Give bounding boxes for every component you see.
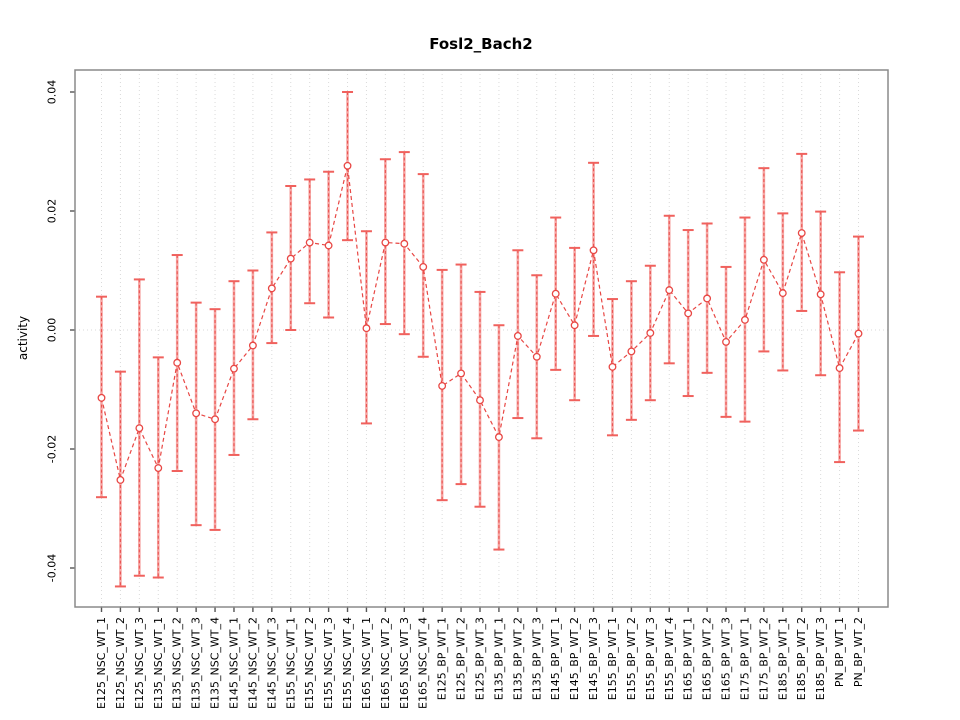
x-tick-label: E125_NSC_WT_3 [133,617,146,709]
data-point [362,324,371,333]
x-tick-label: E125_NSC_WT_1 [95,617,108,709]
data-point [741,315,749,324]
data-point [627,347,636,356]
x-tick-label: E165_NSC_WT_1 [360,617,373,709]
data-point [589,246,598,255]
y-tick-label: 0.00 [46,318,59,343]
data-point [248,341,257,350]
y-axis-label: activity [16,316,30,360]
y-tick-label: 0.02 [46,199,59,224]
x-tick-label: E145_NSC_WT_1 [227,617,240,709]
data-point [457,369,466,378]
data-point [192,409,201,418]
data-point [551,289,560,298]
series-polyline [100,165,860,483]
x-tick-label: E125_BP_WT_1 [436,617,449,700]
tick-labels: E125_NSC_WT_1 E125_NSC_WT_2 E125_NSC_WT_3 E… [46,80,866,709]
x-tick-label: E185_BP_WT_2 [795,617,808,700]
x-tick-label: E135_BP_WT_2 [511,617,524,700]
axes [70,69,889,612]
data-point [759,255,768,264]
x-tick-label: E145_NSC_WT_2 [246,617,259,709]
x-tick-label: E145_BP_WT_2 [568,617,581,700]
data-point [230,364,238,373]
data-point [173,358,182,367]
x-tick-label: E155_NSC_WT_2 [303,617,316,709]
data-point [135,424,144,433]
plot-border [74,69,889,608]
data-points [97,161,863,484]
x-tick-label: E135_NSC_WT_2 [171,617,184,709]
x-tick-label: E155_NSC_WT_1 [284,617,297,709]
data-point [305,238,314,247]
data-point [438,381,447,390]
data-point [703,294,712,303]
x-tick-label: E135_NSC_WT_3 [190,617,203,709]
data-point [97,393,106,402]
data-point [343,161,352,170]
x-tick-label: E145_NSC_WT_3 [265,617,278,709]
x-tick-label: E165_NSC_WT_2 [379,617,392,709]
x-tick-label: E155_BP_WT_2 [625,617,638,700]
data-point [665,286,674,295]
data-point [211,415,219,424]
x-tick-label: E185_BP_WT_1 [776,617,789,700]
x-tick-label: E125_BP_WT_2 [455,617,468,700]
data-point [684,309,693,318]
data-point [419,262,428,271]
data-point [286,254,295,263]
data-point [854,329,863,338]
data-point [778,289,787,298]
data-point [646,329,655,337]
x-tick-label: E155_BP_WT_4 [663,617,676,700]
x-tick-label: E145_BP_WT_1 [549,617,562,700]
data-point [154,464,163,472]
data-point [494,433,503,442]
x-tick-label: PN_BP_WT_1 [833,617,846,687]
data-point [835,364,844,373]
data-point [116,475,125,484]
y-tick-label: 0.04 [46,80,59,105]
data-point [267,284,276,293]
x-tick-label: E155_NSC_WT_4 [341,617,354,709]
x-tick-label: E135_NSC_WT_1 [152,617,165,709]
x-tick-label: E155_NSC_WT_3 [322,617,335,709]
y-tick-label: -0.04 [46,554,59,582]
x-tick-label: E145_BP_WT_3 [587,617,600,700]
data-point [476,396,484,405]
data-point [816,290,825,299]
x-tick-label: E125_NSC_WT_2 [114,617,127,709]
data-point [513,332,522,340]
x-tick-label: E185_BP_WT_3 [814,617,827,700]
data-point [608,362,617,371]
series-line [100,165,860,483]
x-tick-label: E155_BP_WT_3 [644,617,657,700]
data-point [570,321,579,330]
x-tick-label: E165_BP_WT_2 [701,617,714,700]
data-point [324,241,333,250]
x-tick-label: E175_BP_WT_1 [738,617,751,700]
x-tick-label: E155_BP_WT_1 [606,617,619,700]
x-tick-label: E135_BP_WT_1 [492,617,505,700]
x-tick-label: E175_BP_WT_2 [757,617,770,700]
x-tick-label: PN_BP_WT_2 [852,617,865,687]
x-tick-label: E165_NSC_WT_4 [417,617,430,709]
x-tick-label: E165_NSC_WT_3 [398,617,411,709]
x-tick-label: E165_BP_WT_3 [720,617,733,700]
data-point [381,238,390,247]
data-point [532,352,541,361]
y-tick-label: -0.02 [46,435,59,463]
x-tick-label: E165_BP_WT_1 [682,617,695,700]
x-tick-label: E135_NSC_WT_4 [209,617,222,709]
chart-title: Fosl2_Bach2 [429,35,533,53]
x-tick-label: E135_BP_WT_3 [530,617,543,700]
x-tick-label: E125_BP_WT_3 [474,617,487,700]
data-point [797,229,806,237]
data-point [722,337,730,346]
data-point [400,239,409,248]
